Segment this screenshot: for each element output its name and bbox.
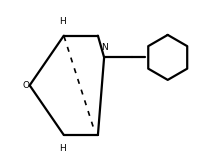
Text: O: O	[22, 81, 29, 90]
Text: H: H	[59, 144, 66, 153]
Text: H: H	[59, 17, 66, 26]
Text: N: N	[102, 43, 108, 52]
